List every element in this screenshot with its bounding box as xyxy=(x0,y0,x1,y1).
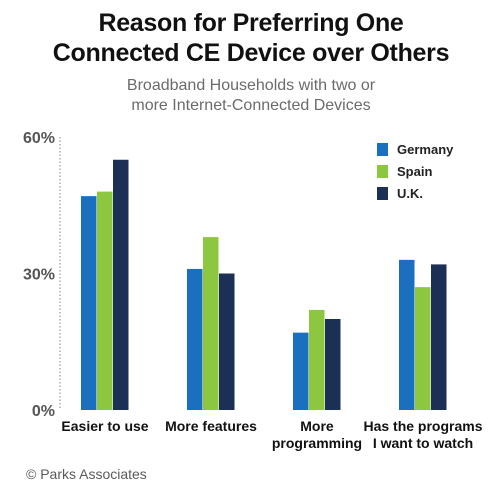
bar-germany-3 xyxy=(399,259,415,410)
y-tick-label-0: 0% xyxy=(32,403,55,420)
bar-germany-1 xyxy=(187,268,203,410)
bar-uk-0 xyxy=(113,159,129,410)
legend-swatch-germany xyxy=(377,143,388,156)
legend-label-germany: Germany xyxy=(397,142,454,157)
chart-title-line-2: Connected CE Device over Others xyxy=(52,39,450,67)
bar-spain-2 xyxy=(309,309,325,410)
legend-label-uk: U.K. xyxy=(397,186,423,201)
chart-title-line-1: Reason for Preferring One xyxy=(98,9,404,37)
x-tick-label-3-1: I want to watch xyxy=(373,435,473,451)
legend-swatch-uk xyxy=(377,187,388,200)
bar-spain-1 xyxy=(203,237,219,410)
x-tick-label-2-1: programming xyxy=(272,435,362,451)
chart-title: Reason for Preferring One Connected CE D… xyxy=(0,8,502,68)
chart-subtitle-line-1: Broadband Households with two or xyxy=(126,77,376,94)
bar-germany-0 xyxy=(81,196,97,410)
bar-uk-3 xyxy=(431,264,447,410)
bar-spain-0 xyxy=(97,191,113,410)
x-tick-label-3-0: Has the programs xyxy=(363,418,482,434)
y-tick-label-1: 30% xyxy=(23,267,55,284)
bar-germany-2 xyxy=(293,332,309,410)
legend-swatch-spain xyxy=(377,165,388,178)
x-tick-label-2-0: More xyxy=(300,418,334,434)
legend-label-spain: Spain xyxy=(397,164,432,179)
y-tick-label-2: 60% xyxy=(23,130,55,147)
copyright-credit: © Parks Associates xyxy=(26,466,147,482)
bar-uk-2 xyxy=(325,319,341,410)
x-tick-label-1-0: More features xyxy=(165,418,257,434)
chart-subtitle: Broadband Households with two or more In… xyxy=(0,76,502,116)
x-tick-label-0-0: Easier to use xyxy=(61,418,148,434)
bar-uk-1 xyxy=(219,273,235,410)
chart-subtitle-line-2: more Internet-Connected Devices xyxy=(131,97,371,114)
bar-spain-3 xyxy=(415,287,431,410)
